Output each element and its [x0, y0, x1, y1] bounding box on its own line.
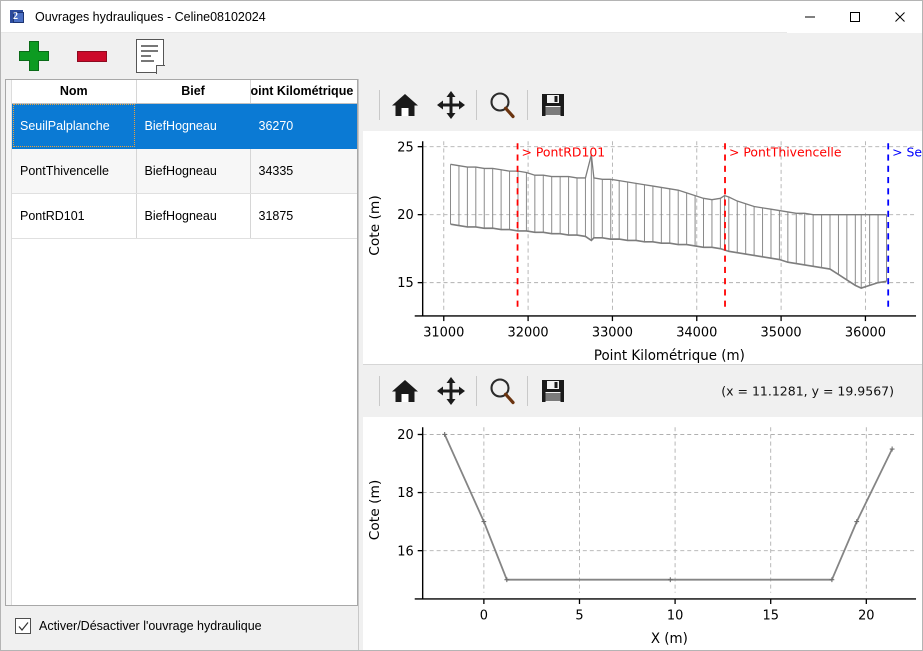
svg-text:25: 25: [397, 140, 413, 155]
cross-section-chart-toolbar: (x = 11.1281, y = 19.9567): [363, 365, 922, 417]
cell-nom[interactable]: PontThivencelle: [12, 148, 137, 194]
cell-pk[interactable]: 36270: [250, 103, 357, 149]
cross-section-canvas[interactable]: 16 18 20 0 5 10 15 20 X (m) Cote (m): [363, 417, 922, 650]
structures-table: Nom Bief oint Kilométrique (m SeuilPalpl…: [12, 80, 357, 239]
pan-icon: [437, 91, 465, 119]
home-button[interactable]: [382, 371, 428, 411]
table-row[interactable]: SeuilPalplanche BiefHogneau 36270: [12, 103, 357, 149]
svg-text:> PontThivencelle: > PontThivencelle: [729, 144, 842, 159]
table-row[interactable]: PontRD101 BiefHogneau 31875: [12, 193, 357, 239]
svg-text:> PontRD101: > PontRD101: [522, 144, 606, 159]
longitudinal-profile-canvas[interactable]: > PontRD101 > PontThivencelle > SeuilPalpl…: [363, 131, 922, 364]
cell-bief[interactable]: BiefHogneau: [136, 148, 251, 194]
window-controls: [787, 0, 922, 33]
table-header-row: Nom Bief oint Kilométrique (m: [12, 80, 357, 104]
svg-text:Cote (m): Cote (m): [367, 195, 383, 256]
coordinate-readout: (x = 11.1281, y = 19.9567): [721, 383, 894, 399]
pane-splitter[interactable]: [358, 79, 363, 650]
svg-text:32000: 32000: [508, 325, 549, 340]
save-button[interactable]: [530, 85, 576, 125]
close-button[interactable]: [877, 0, 922, 33]
svg-text:10: 10: [667, 608, 683, 623]
zoom-button[interactable]: [479, 371, 525, 411]
app-toolbar: [1, 33, 922, 79]
zoom-icon: [490, 92, 515, 119]
cell-nom[interactable]: SeuilPalplanche: [12, 103, 137, 149]
enable-structure-checkbox[interactable]: [15, 618, 31, 634]
svg-text:18: 18: [397, 486, 413, 501]
table-vertical-scrollbar[interactable]: [6, 80, 12, 605]
right-pane: > PontRD101 > PontThivencelle > SeuilPalpl…: [363, 79, 922, 650]
table-row[interactable]: PontThivencelle BiefHogneau 34335: [12, 148, 357, 194]
minimize-button[interactable]: [787, 0, 832, 33]
svg-text:33000: 33000: [592, 325, 633, 340]
main-body: Nom Bief oint Kilométrique (m SeuilPalpl…: [1, 79, 922, 650]
svg-text:16: 16: [397, 544, 413, 559]
maximize-button[interactable]: [832, 0, 877, 33]
column-header-point-kilometrique[interactable]: oint Kilométrique (m: [250, 80, 357, 104]
table-scroll-area[interactable]: Nom Bief oint Kilométrique (m SeuilPalpl…: [12, 80, 357, 605]
cell-bief[interactable]: BiefHogneau: [136, 193, 251, 239]
longitudinal-chart-toolbar: [363, 79, 922, 131]
home-button[interactable]: [382, 85, 428, 125]
add-icon: [19, 41, 49, 71]
home-icon: [392, 380, 418, 402]
svg-text:20: 20: [397, 428, 413, 443]
remove-icon: [77, 50, 107, 62]
remove-button[interactable]: [73, 37, 111, 75]
longitudinal-profile-panel: > PontRD101 > PontThivencelle > SeuilPalpl…: [363, 79, 922, 364]
cell-nom[interactable]: PontRD101: [12, 193, 137, 239]
cell-pk[interactable]: 34335: [250, 148, 357, 194]
title-bar: 2 Ouvrages hydrauliques - Celine08102024: [1, 0, 922, 33]
svg-text:> SeuilPalplanche: > SeuilPalplanche: [892, 144, 922, 159]
home-icon: [392, 94, 418, 116]
svg-text:X (m): X (m): [651, 631, 688, 647]
cross-section-panel: (x = 11.1281, y = 19.9567) 16 18 20 0 5 10 15 2…: [363, 365, 922, 650]
save-button[interactable]: [530, 371, 576, 411]
column-header-nom[interactable]: Nom: [12, 80, 137, 104]
svg-text:31000: 31000: [423, 325, 464, 340]
edit-document-icon: [136, 39, 165, 74]
window-title: Ouvrages hydrauliques - Celine08102024: [35, 9, 266, 24]
svg-text:20: 20: [858, 608, 874, 623]
pan-icon: [437, 377, 465, 405]
pan-button[interactable]: [428, 85, 474, 125]
save-icon: [542, 380, 564, 402]
app-icon: 2: [10, 9, 26, 25]
cell-bief[interactable]: BiefHogneau: [136, 103, 251, 149]
enable-structure-row: Activer/Désactiver l'ouvrage hydraulique: [5, 606, 358, 646]
left-pane: Nom Bief oint Kilométrique (m SeuilPalpl…: [1, 79, 358, 650]
svg-text:34000: 34000: [676, 325, 717, 340]
zoom-button[interactable]: [479, 85, 525, 125]
svg-text:36000: 36000: [845, 325, 886, 340]
column-header-bief[interactable]: Bief: [136, 80, 251, 104]
cell-pk[interactable]: 31875: [250, 193, 357, 239]
zoom-icon: [490, 378, 515, 405]
svg-text:15: 15: [397, 276, 413, 291]
save-icon: [542, 94, 564, 116]
pan-button[interactable]: [428, 371, 474, 411]
svg-text:20: 20: [397, 208, 413, 223]
svg-text:0: 0: [480, 608, 488, 623]
structures-table-panel: Nom Bief oint Kilométrique (m SeuilPalpl…: [5, 79, 358, 606]
chart-divider: [363, 364, 922, 365]
svg-text:5: 5: [575, 608, 583, 623]
add-button[interactable]: [15, 37, 53, 75]
svg-text:Cote (m): Cote (m): [367, 480, 383, 541]
svg-text:35000: 35000: [761, 325, 802, 340]
edit-document-button[interactable]: [131, 37, 169, 75]
svg-text:15: 15: [762, 608, 778, 623]
enable-structure-label: Activer/Désactiver l'ouvrage hydraulique: [39, 619, 262, 633]
svg-text:Point Kilométrique (m): Point Kilométrique (m): [594, 348, 745, 364]
